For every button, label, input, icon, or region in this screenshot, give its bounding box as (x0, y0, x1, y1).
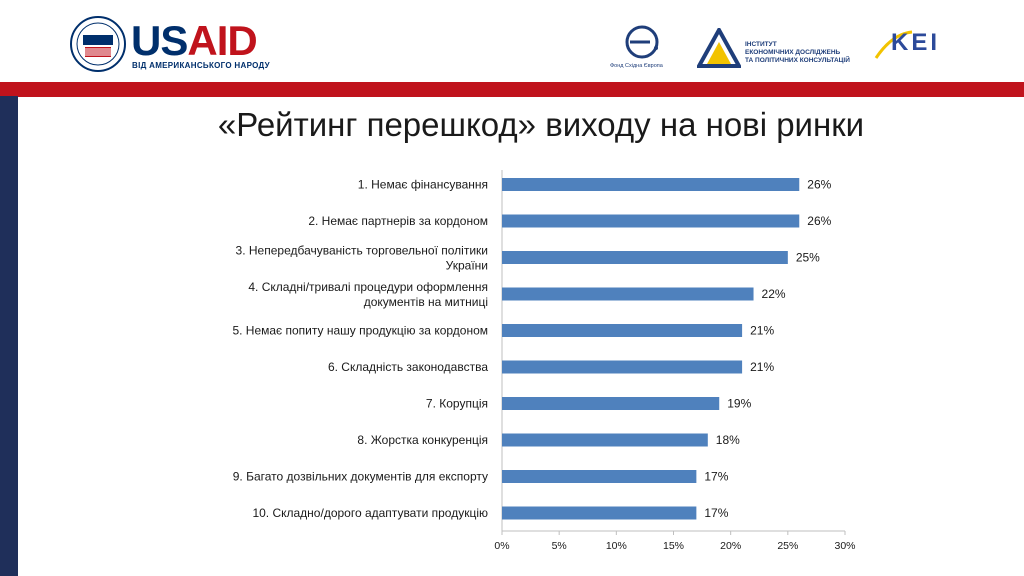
kei-logo-icon (874, 30, 913, 59)
left-stripe (0, 96, 18, 576)
category-label: 2. Немає партнерів за кордоном (308, 214, 488, 228)
page-title: «Рейтинг перешкод» виходу на нові ринки (217, 106, 865, 143)
x-tick-label: 0% (494, 540, 509, 552)
header-divider (0, 82, 1024, 97)
bar (502, 251, 788, 264)
x-tick-label: 25% (777, 540, 798, 552)
data-label: 21% (750, 360, 774, 374)
x-tick-label: 5% (552, 540, 567, 552)
data-label: 17% (704, 470, 728, 484)
category-label: 8. Жорстка конкуренція (357, 433, 488, 447)
ier-logo-icon (697, 28, 741, 68)
data-label: 17% (704, 506, 728, 520)
bar (502, 178, 800, 191)
bar (502, 287, 754, 301)
bar (502, 324, 743, 337)
data-label: 19% (727, 397, 751, 411)
efe-label: Фонд Східна Європа (610, 63, 663, 69)
category-label: 9. Багато дозвільних документів для експ… (233, 470, 488, 484)
category-label: 5. Немає попиту нашу продукцію за кордон… (232, 324, 488, 338)
category-label: 10. Складно/дорого адаптувати продукцію (252, 506, 488, 520)
efe-logo-icon (625, 25, 659, 59)
data-label: 21% (750, 324, 774, 338)
x-tick-label: 30% (834, 540, 855, 552)
data-label: 18% (716, 433, 740, 447)
category-label: 3. Непередбачуваність торговельної політ… (236, 244, 488, 273)
data-label: 26% (807, 214, 831, 228)
data-label: 25% (796, 251, 820, 265)
bar (502, 433, 708, 447)
usaid-logo: USAID (131, 17, 258, 64)
bar (502, 360, 743, 374)
bar (502, 506, 697, 520)
usaid-tagline: ВІД АМЕРИКАНСЬКОГО НАРОДУ (132, 61, 270, 70)
bar (502, 470, 697, 483)
usaid-seal-icon (70, 16, 126, 72)
ier-text: ІНСТИТУТ ЕКОНОМІЧНИХ ДОСЛІДЖЕНЬ ТА ПОЛІТ… (745, 41, 850, 64)
category-label: 1. Немає фінансування (358, 178, 488, 192)
x-tick-label: 10% (606, 540, 627, 552)
category-label: 4. Складні/тривалі процедури оформлення д… (248, 280, 488, 309)
bar (502, 397, 720, 410)
x-tick-label: 15% (663, 540, 684, 552)
kei-logo: KEI (891, 29, 941, 56)
x-tick-label: 20% (720, 540, 741, 552)
data-label: 26% (807, 178, 831, 192)
header: USAID ВІД АМЕРИКАНСЬКОГО НАРОДУ Фонд Схі… (0, 0, 1024, 82)
category-label: 7. Корупція (426, 397, 488, 411)
category-label: 6. Складність законодавства (328, 360, 488, 374)
bar (502, 214, 800, 228)
data-label: 22% (762, 287, 786, 301)
